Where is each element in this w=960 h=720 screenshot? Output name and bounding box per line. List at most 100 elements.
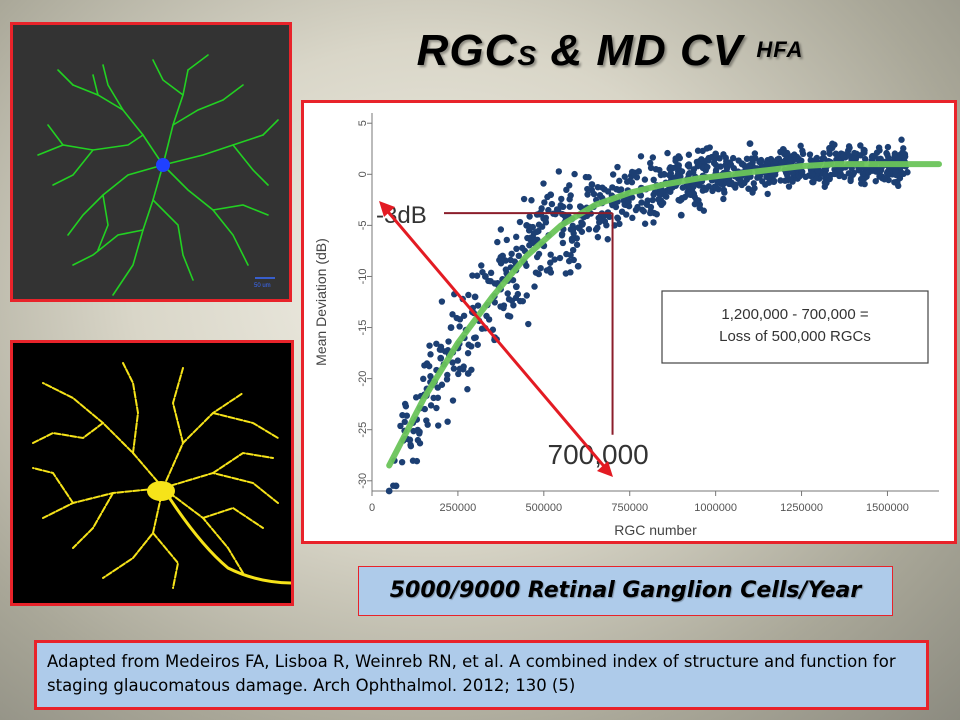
scatter-point bbox=[795, 155, 802, 163]
y-tick-label: 5 bbox=[357, 120, 369, 126]
scatter-point bbox=[413, 457, 421, 465]
yellow-neuron-drawing bbox=[32, 362, 291, 589]
scatter-point bbox=[519, 297, 527, 305]
scatter-point bbox=[666, 171, 673, 179]
scatter-point bbox=[638, 199, 645, 206]
scatter-point bbox=[898, 136, 905, 143]
scatter-point bbox=[785, 183, 793, 190]
title-superscript: HFA bbox=[756, 37, 804, 62]
scatter-point bbox=[545, 206, 552, 214]
scatter-point bbox=[478, 262, 485, 269]
scatter-point bbox=[749, 189, 756, 196]
scatter-point bbox=[426, 342, 433, 349]
scatter-point bbox=[398, 458, 406, 466]
scatter-point bbox=[427, 373, 434, 380]
scatter-point bbox=[649, 196, 656, 204]
axon bbox=[161, 487, 291, 585]
scatter-point bbox=[875, 144, 883, 151]
scatter-point bbox=[538, 223, 546, 230]
scatter-point bbox=[736, 177, 744, 184]
scatter-point bbox=[435, 422, 442, 429]
scale-bar-label: 50 um bbox=[254, 283, 271, 289]
scatter-point bbox=[653, 211, 660, 218]
x-axis-label: RGC number bbox=[614, 522, 697, 538]
scatter-point bbox=[614, 163, 621, 171]
y-tick-label: -25 bbox=[357, 422, 369, 438]
scatter-point bbox=[647, 209, 654, 217]
citation-box: Adapted from Medeiros FA, Lisboa R, Wein… bbox=[34, 640, 929, 710]
scatter-point bbox=[515, 252, 523, 260]
scatter-point bbox=[669, 164, 677, 172]
scatter-point bbox=[468, 343, 475, 350]
scatter-point bbox=[650, 176, 657, 184]
scatter-point bbox=[883, 149, 890, 157]
scatter-point bbox=[414, 426, 421, 434]
chart-panel: 5 0 -5 -10 -15 -20 -25 -30 0 250000 500000 750000 10… bbox=[301, 100, 957, 544]
scatter-point bbox=[625, 202, 633, 210]
scatter-point bbox=[641, 176, 649, 183]
scatter-point bbox=[449, 311, 456, 318]
scatter-point bbox=[597, 216, 605, 224]
scatter-point bbox=[664, 149, 671, 157]
scatter-point bbox=[700, 184, 707, 191]
scatter-point bbox=[464, 386, 471, 393]
scatter-point bbox=[472, 334, 479, 341]
scatter-point bbox=[532, 269, 540, 276]
scatter-point bbox=[850, 155, 858, 162]
scatter-point bbox=[421, 405, 428, 413]
scatter-point bbox=[567, 251, 574, 259]
scatter-point bbox=[831, 141, 838, 148]
scatter-point bbox=[899, 170, 906, 177]
scatter-point bbox=[635, 168, 643, 175]
scatter-point bbox=[712, 184, 720, 191]
scatter-point bbox=[839, 152, 847, 160]
scatter-point bbox=[614, 215, 622, 222]
scatter-point bbox=[777, 177, 784, 184]
scatter-point bbox=[865, 169, 873, 176]
scatter-point bbox=[655, 196, 662, 203]
scatter-point bbox=[675, 162, 683, 169]
scatter-point bbox=[487, 269, 495, 277]
scatter-point bbox=[453, 314, 460, 322]
scatter-point bbox=[857, 175, 865, 183]
y-tick-label: -5 bbox=[357, 220, 369, 230]
scatter-point bbox=[899, 149, 906, 156]
scatter-point bbox=[445, 338, 452, 345]
slide-title: RGCS & MD CV HFA bbox=[300, 26, 920, 76]
scatter-point bbox=[862, 155, 869, 163]
scatter-point bbox=[703, 157, 711, 164]
scatter-point bbox=[569, 246, 577, 254]
scatter-point bbox=[783, 171, 791, 179]
scatter-point bbox=[434, 394, 442, 401]
scatter-point bbox=[857, 142, 864, 149]
scatter-point bbox=[643, 201, 651, 208]
scatter-point bbox=[407, 441, 414, 449]
scatter-point bbox=[558, 195, 565, 203]
loss-box-line2: Loss of 500,000 RGCs bbox=[719, 328, 871, 345]
scatter-point bbox=[706, 144, 713, 151]
scatter-point bbox=[473, 272, 481, 279]
scatter-point bbox=[609, 171, 617, 178]
scatter-point bbox=[604, 236, 611, 243]
scatter-point bbox=[689, 169, 697, 176]
scatter-point bbox=[444, 371, 451, 379]
scatter-point bbox=[483, 312, 490, 320]
scatter-point bbox=[585, 226, 593, 233]
scatter-point bbox=[508, 250, 515, 258]
scatter-point bbox=[892, 168, 899, 175]
scatter-point bbox=[621, 173, 628, 180]
scatter-point bbox=[712, 161, 720, 169]
scatter-point bbox=[640, 208, 648, 215]
scatter-point bbox=[884, 171, 891, 178]
scatter-point bbox=[757, 159, 764, 167]
scatter-point bbox=[629, 214, 636, 222]
scatter-point bbox=[569, 227, 577, 234]
scatter-point bbox=[604, 188, 612, 195]
scatter-point bbox=[637, 153, 645, 160]
scatter-point bbox=[526, 213, 533, 220]
x-tick-label: 1250000 bbox=[780, 502, 823, 514]
scatter-point bbox=[778, 158, 786, 166]
scatter-point bbox=[766, 173, 773, 181]
x-tick-label: 1500000 bbox=[866, 502, 909, 514]
scatter-point bbox=[513, 245, 520, 253]
